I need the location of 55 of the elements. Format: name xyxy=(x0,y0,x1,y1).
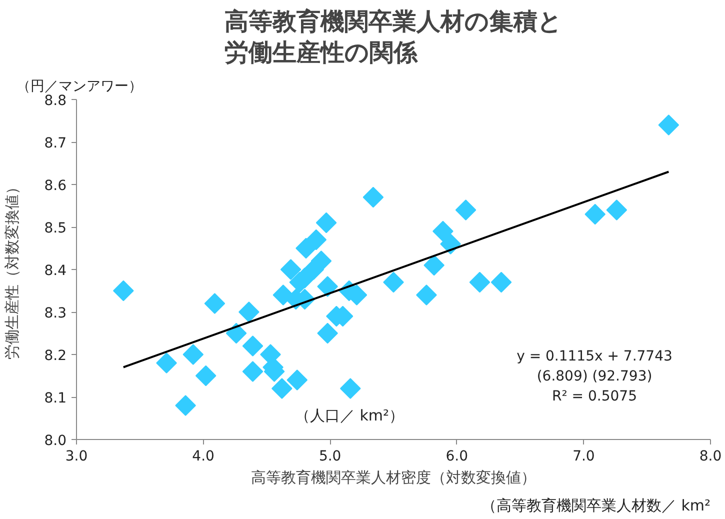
point xyxy=(432,220,454,242)
y-axis-title: 労働生産性（対数変換値） xyxy=(3,180,22,360)
point xyxy=(175,395,196,416)
point xyxy=(113,280,134,302)
point xyxy=(242,336,264,356)
y-tick-label: 8.0 xyxy=(44,433,66,449)
point xyxy=(238,302,260,322)
x-tick-label: 8.0 xyxy=(699,448,722,464)
y-tick-label: 8.1 xyxy=(44,390,66,406)
point xyxy=(306,229,327,250)
point xyxy=(156,352,177,374)
point xyxy=(226,322,247,344)
x-tick-label: 4.0 xyxy=(192,448,214,464)
point xyxy=(272,378,292,399)
point xyxy=(204,293,226,314)
x-tick-label: 7.0 xyxy=(572,448,595,464)
x-tick-label: 5.0 xyxy=(318,448,342,464)
point xyxy=(490,272,512,293)
annotation: (6.809) (92.793) xyxy=(536,368,652,384)
x-tick-label: 6.0 xyxy=(446,448,468,464)
point xyxy=(182,344,204,365)
y-tick-label: 8.2 xyxy=(44,348,66,364)
point xyxy=(310,250,332,272)
annotation: R² = 0.5075 xyxy=(552,388,637,404)
y-tick-label: 8.8 xyxy=(44,93,66,109)
point xyxy=(280,259,302,280)
point xyxy=(242,361,264,382)
text: （高等教育機関卒業人材数／ km² xyxy=(481,496,711,514)
point xyxy=(316,212,337,234)
y-tick-label: 8.4 xyxy=(44,263,67,279)
point xyxy=(340,378,361,399)
point xyxy=(286,370,308,390)
point xyxy=(606,200,628,220)
point xyxy=(424,254,444,276)
annotation: y = 0.1115x + 7.7743 xyxy=(516,348,672,364)
x-axis-title: 高等教育機関卒業人材密度（対数変換値） xyxy=(251,468,536,486)
point xyxy=(584,204,606,225)
chart-title: 高等教育機関卒業人材の集積と労働生産性の関係 xyxy=(224,8,562,66)
y-tick-label: 8.6 xyxy=(44,178,67,194)
y-tick-label: 8.3 xyxy=(44,306,66,322)
point xyxy=(469,272,490,293)
point xyxy=(317,276,338,297)
point xyxy=(440,234,461,254)
point xyxy=(195,365,216,386)
annotation: （人口／ km²） xyxy=(294,406,404,424)
point xyxy=(383,272,404,293)
point xyxy=(317,322,338,344)
point xyxy=(658,114,680,136)
point xyxy=(416,284,437,306)
text: （円／マンアワー） xyxy=(16,78,142,94)
y-tick-label: 8.5 xyxy=(44,220,66,236)
x-tick-label: 3.0 xyxy=(65,448,88,464)
point xyxy=(455,200,476,220)
point xyxy=(362,186,384,208)
y-tick-label: 8.7 xyxy=(44,136,66,152)
